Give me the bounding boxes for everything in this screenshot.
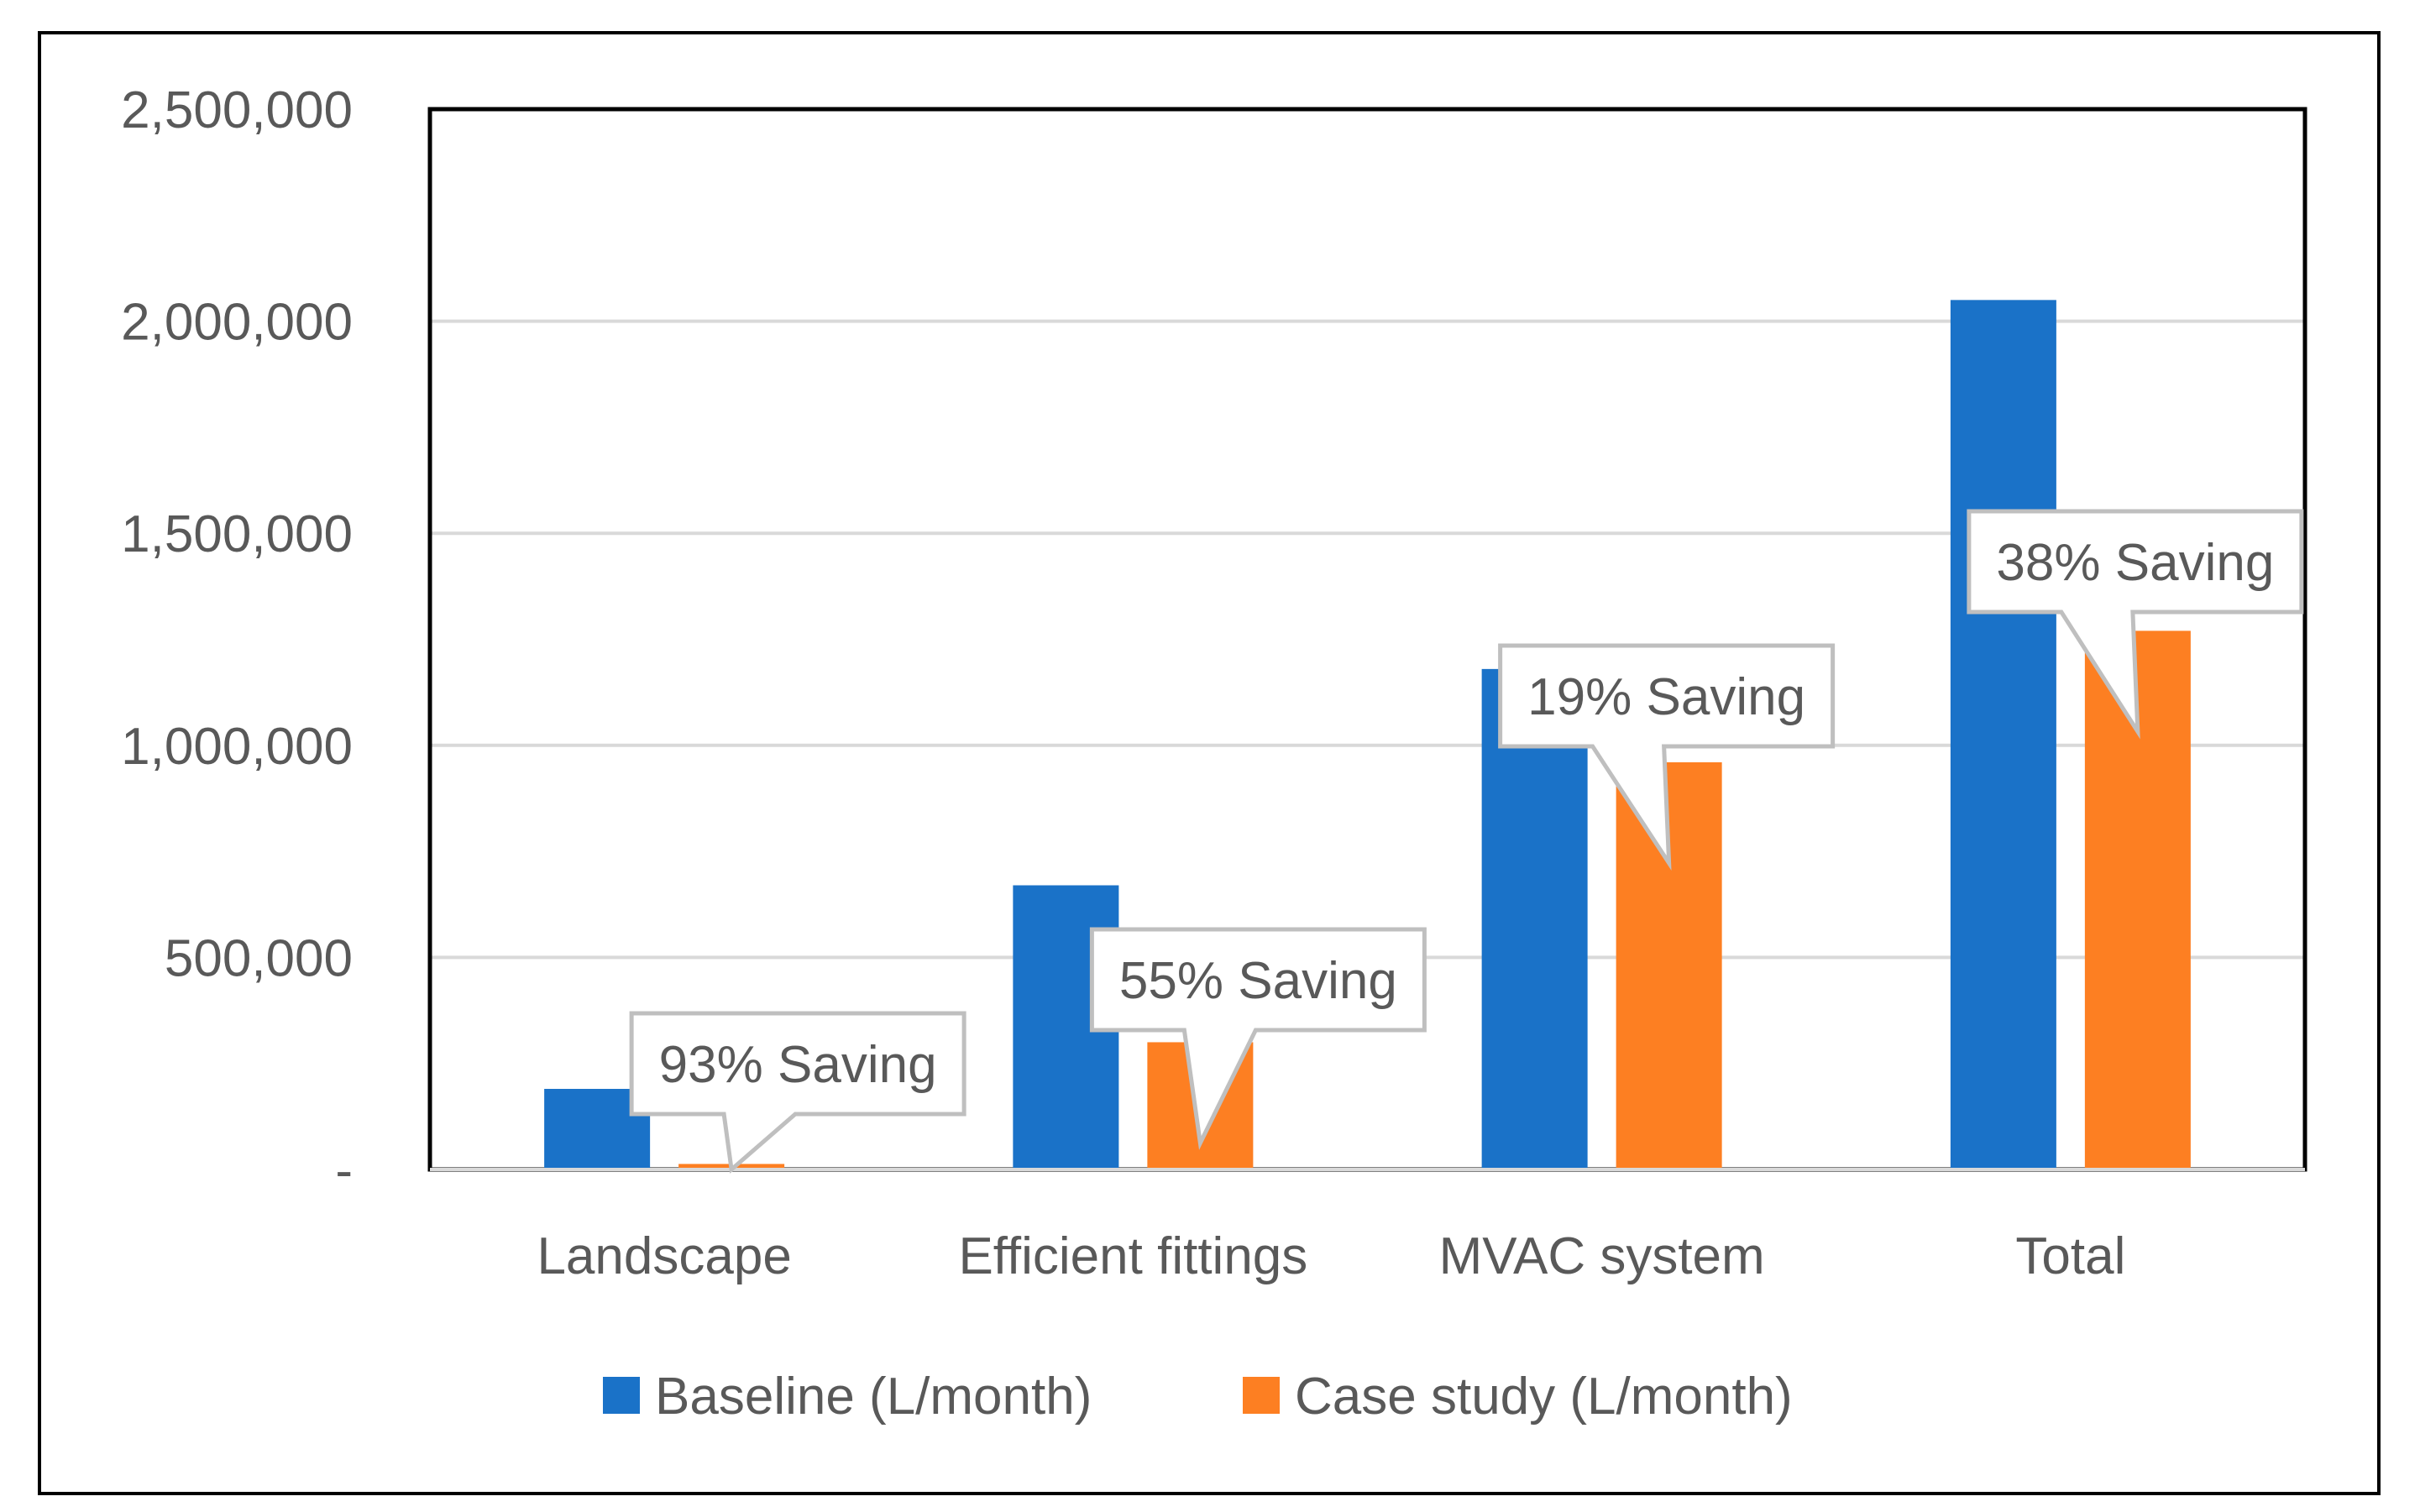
callout-text: 55% Saving — [1119, 952, 1397, 1010]
x-category-label: Landscape — [537, 1227, 791, 1285]
callout-box — [1089, 927, 1427, 1150]
x-axis-labels: Landscape Efficient fittings MVAC system To… — [537, 1227, 2125, 1285]
callout-box — [629, 1011, 966, 1174]
y-axis-ticks: - 500,000 1,000,000 1,500,000 2,000,000 2,500… — [121, 81, 353, 1200]
x-category-label: Efficient fittings — [958, 1227, 1307, 1285]
y-tick-label: 2,000,000 — [121, 294, 353, 352]
legend-label-baseline: Baseline (L/month) — [655, 1368, 1092, 1426]
y-tick-label: 500,000 — [165, 929, 353, 987]
legend-swatch-case-study — [1243, 1377, 1280, 1414]
legend-label-case-study: Case study (L/month) — [1295, 1368, 1793, 1426]
legend-swatch-baseline — [603, 1377, 640, 1414]
bars — [544, 300, 2191, 1170]
y-tick-label: - — [335, 1142, 353, 1200]
y-tick-label: 2,500,000 — [121, 81, 353, 139]
bar-baseline-3 — [1950, 300, 2056, 1170]
callout-text: 19% Saving — [1527, 668, 1805, 726]
callout-box — [1967, 509, 2304, 740]
bar-baseline-2 — [1481, 668, 1588, 1169]
y-tick-label: 1,500,000 — [121, 505, 353, 563]
x-category-label: MVAC system — [1439, 1227, 1765, 1285]
callouts: 93% Saving 55% Saving 19% Saving 38% Saving — [629, 509, 2304, 1174]
callout-text: 38% Saving — [1996, 534, 2274, 592]
x-category-label: Total — [2015, 1227, 2125, 1285]
callout-box — [1498, 643, 1836, 871]
legend: Baseline (L/month) Case study (L/month) — [603, 1368, 1793, 1426]
y-tick-label: 1,000,000 — [121, 718, 353, 776]
callout-text: 93% Saving — [659, 1036, 937, 1094]
